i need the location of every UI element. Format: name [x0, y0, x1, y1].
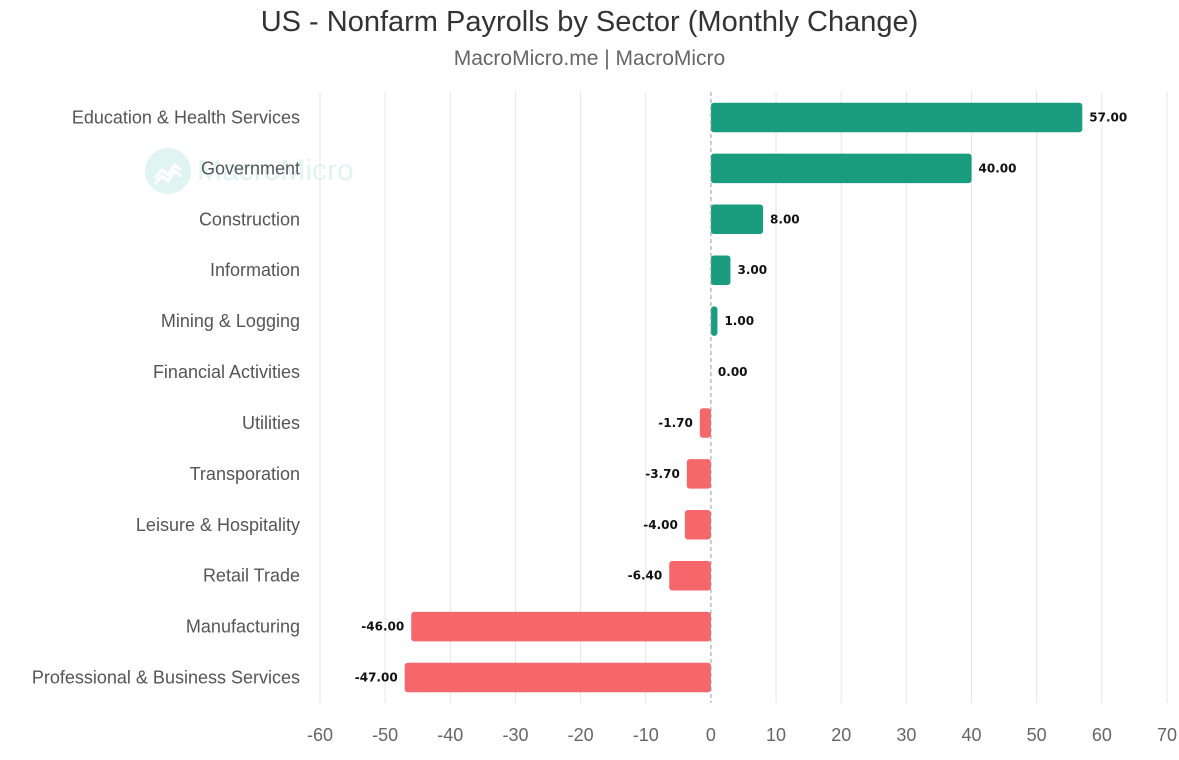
bar[interactable]: [686, 459, 711, 489]
grid-lines: [319, 92, 1168, 703]
x-tick-label: -50: [372, 725, 398, 745]
bar[interactable]: [404, 662, 711, 693]
x-tick-label: -20: [568, 725, 594, 745]
bar[interactable]: [710, 204, 764, 235]
category-label: Mining & Logging: [161, 311, 300, 331]
category-label: Construction: [199, 209, 300, 229]
x-tick-label: 0: [706, 725, 716, 745]
data-label: -4.00: [643, 518, 678, 532]
bar[interactable]: [710, 102, 1083, 133]
bar[interactable]: [699, 408, 711, 438]
bar[interactable]: [710, 153, 972, 184]
category-label: Financial Activities: [153, 362, 300, 382]
data-label: 0.00: [718, 365, 748, 379]
category-label: Information: [210, 260, 300, 280]
data-label: -46.00: [361, 620, 404, 634]
x-tick-label: 30: [896, 725, 916, 745]
x-tick-label: -40: [437, 725, 463, 745]
chart-title: US - Nonfarm Payrolls by Sector (Monthly…: [260, 6, 919, 38]
category-label: Professional & Business Services: [32, 668, 300, 688]
data-label: -3.70: [645, 467, 680, 481]
labels: -60 -50 -40 -30 -20 -10 0 10 20 30 40 50 60 70 Educati…: [32, 107, 1177, 745]
data-label: -1.70: [658, 416, 693, 430]
data-label: 57.00: [1089, 110, 1127, 124]
data-label: -47.00: [355, 671, 398, 685]
category-label: Education & Health Services: [72, 107, 300, 127]
category-label: Leisure & Hospitality: [136, 515, 300, 535]
category-label: Transporation: [190, 464, 300, 484]
chart-subtitle: MacroMicro.me | MacroMicro: [453, 47, 726, 70]
bar[interactable]: [669, 560, 711, 591]
category-label: Retail Trade: [203, 566, 300, 586]
data-label: 3.00: [737, 263, 767, 277]
x-tick-label: 70: [1157, 725, 1177, 745]
x-tick-label: 50: [1027, 725, 1047, 745]
bar[interactable]: [710, 306, 718, 336]
category-label: Manufacturing: [186, 617, 300, 637]
data-label: -6.40: [628, 569, 663, 583]
x-tick-label: -10: [633, 725, 659, 745]
bar[interactable]: [710, 255, 731, 285]
x-tick-label: 10: [766, 725, 786, 745]
bar[interactable]: [684, 510, 711, 540]
data-label: 1.00: [724, 314, 754, 328]
bars: [404, 102, 1083, 693]
x-tick-label: -30: [502, 725, 528, 745]
x-tick-label: 20: [831, 725, 851, 745]
category-label: Government: [201, 158, 300, 178]
x-tick-label: 60: [1092, 725, 1112, 745]
data-label: 40.00: [979, 161, 1017, 175]
category-label: Utilities: [242, 413, 300, 433]
x-tick-label: -60: [307, 725, 333, 745]
x-tick-label: 40: [962, 725, 982, 745]
data-label: 8.00: [770, 212, 800, 226]
bar[interactable]: [411, 611, 711, 642]
